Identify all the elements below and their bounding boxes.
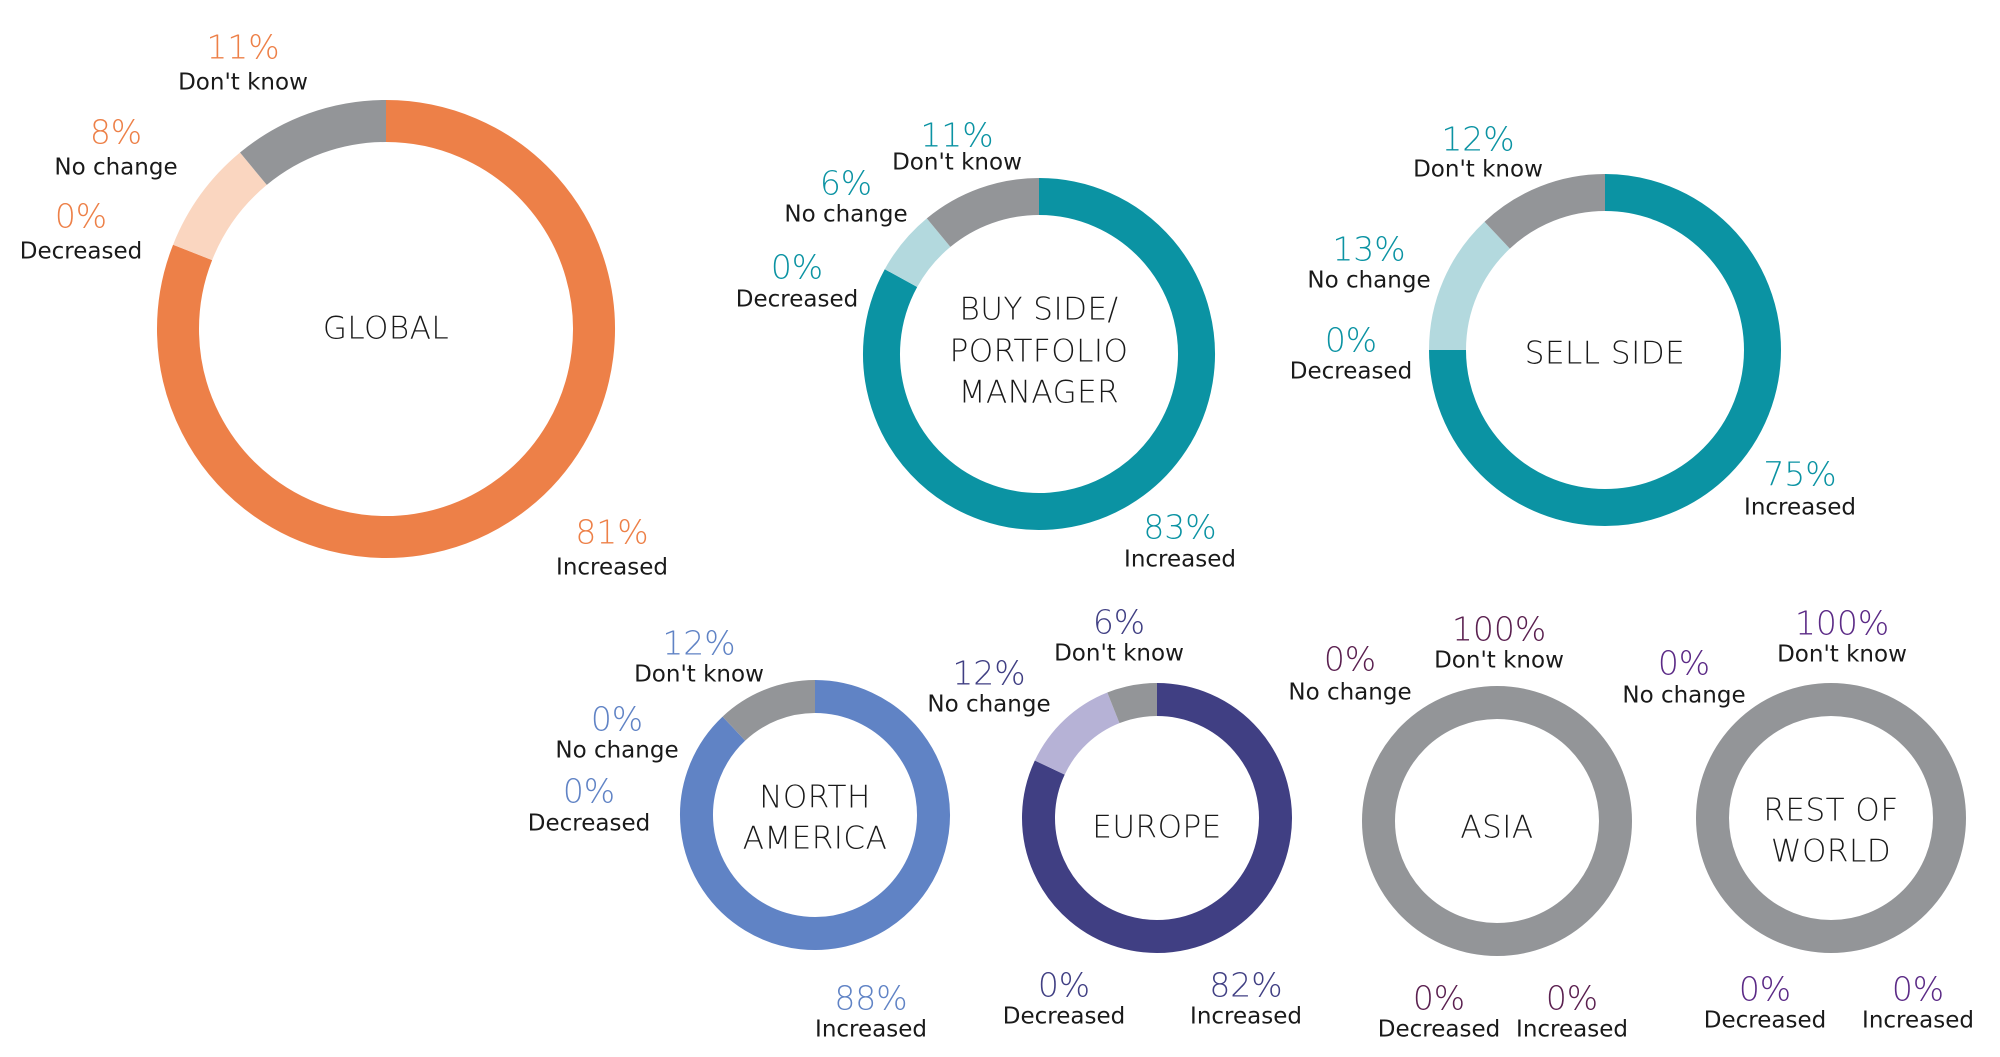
buy-side-portfolio-manager-no-change-value: 6%: [820, 164, 872, 203]
donut-chart-buy-side-portfolio-manager: BUY SIDE/PORTFOLIOMANAGER83%Increased0%D…: [736, 116, 1236, 573]
sell-side-slice-increased: [1429, 174, 1781, 526]
asia-don-t-know-value: 100%: [1452, 610, 1546, 649]
rest-of-world-center-title: REST OF: [1763, 793, 1898, 829]
sell-side-increased-label: Increased: [1744, 495, 1856, 521]
sell-side-slice-don-t-know: [1484, 174, 1606, 249]
buy-side-portfolio-manager-center-title: BUY SIDE/: [959, 292, 1118, 328]
global-decreased-label: Decreased: [20, 239, 142, 265]
europe-don-t-know-label: Don't know: [1054, 641, 1184, 667]
rest-of-world-increased-label: Increased: [1862, 1008, 1974, 1034]
asia-no-change-label: No change: [1288, 680, 1411, 706]
global-slice-increased: [157, 100, 615, 558]
buy-side-portfolio-manager-decreased-value: 0%: [771, 248, 823, 287]
global-no-change-value: 8%: [90, 113, 142, 152]
sell-side-slice-no-change: [1429, 221, 1511, 351]
global-center-title: GLOBAL: [323, 311, 449, 347]
buy-side-portfolio-manager-don-t-know-label: Don't know: [892, 150, 1022, 176]
asia-don-t-know-label: Don't know: [1434, 648, 1564, 674]
europe-don-t-know-value: 6%: [1093, 603, 1145, 642]
asia-center-title: ASIA: [1460, 810, 1533, 846]
donut-chart-global: GLOBAL 81% Increased 0% Decreased 8% No change…: [20, 28, 668, 581]
global-don-t-know-value: 11%: [206, 28, 279, 67]
sell-side-no-change-value: 13%: [1332, 230, 1405, 269]
rest-of-world-slice-don-t-know: [1696, 683, 1966, 953]
europe-slice-no-change: [1034, 692, 1120, 776]
buy-side-portfolio-manager-center-title: PORTFOLIO: [950, 334, 1129, 370]
global-slice-no-change: [173, 152, 268, 261]
europe-no-change-value: 12%: [952, 654, 1025, 693]
sell-side-don-t-know-value: 12%: [1441, 120, 1514, 159]
asia-increased-label: Increased: [1516, 1017, 1628, 1043]
europe-increased-label: Increased: [1190, 1004, 1302, 1030]
europe-center-title: EUROPE: [1092, 810, 1222, 846]
europe-slice-increased: [1022, 683, 1292, 953]
rest-of-world-no-change-label: No change: [1622, 683, 1745, 709]
buy-side-portfolio-manager-no-change-label: No change: [784, 202, 907, 228]
sell-side-center-title: SELL SIDE: [1525, 336, 1685, 372]
north-america-center-title: AMERICA: [743, 821, 888, 857]
global-increased-label: Increased: [556, 555, 668, 581]
europe-decreased-value: 0%: [1038, 966, 1090, 1005]
buy-side-portfolio-manager-slice-no-change: [884, 218, 951, 288]
global-slice-don-t-know: [240, 100, 387, 186]
buy-side-portfolio-manager-slice-increased: [863, 178, 1215, 530]
north-america-center-title: NORTH: [759, 780, 871, 816]
north-america-don-t-know-label: Don't know: [634, 662, 764, 688]
north-america-slice-don-t-know: [722, 680, 816, 742]
asia-increased-value: 0%: [1546, 979, 1598, 1018]
donut-chart-europe: EUROPE 82%Increased 0%Decreased 12%No chang…: [927, 603, 1302, 1030]
rest-of-world-increased-value: 0%: [1892, 970, 1944, 1009]
global-don-t-know-label: Don't know: [178, 70, 308, 96]
rest-of-world-decreased-value: 0%: [1739, 970, 1791, 1009]
asia-slice-don-t-know: [1362, 686, 1632, 956]
global-no-change-label: No change: [54, 155, 177, 181]
rest-of-world-decreased-label: Decreased: [1704, 1008, 1826, 1034]
donut-chart-sell-side: SELL SIDE 75%Increased 0%Decreased 13%No ch…: [1290, 120, 1856, 526]
europe-decreased-label: Decreased: [1003, 1004, 1125, 1030]
europe-slice-don-t-know: [1107, 683, 1158, 724]
north-america-no-change-label: No change: [555, 738, 678, 764]
buy-side-portfolio-manager-decreased-label: Decreased: [736, 287, 858, 313]
buy-side-portfolio-manager-don-t-know-value: 11%: [920, 116, 993, 155]
sell-side-no-change-label: No change: [1307, 268, 1430, 294]
buy-side-portfolio-manager-slice-don-t-know: [926, 178, 1040, 248]
north-america-increased-label: Increased: [815, 1017, 927, 1043]
rest-of-world-don-t-know-value: 100%: [1795, 604, 1889, 643]
europe-no-change-label: No change: [927, 692, 1050, 718]
north-america-slice-increased: [680, 680, 950, 950]
sell-side-decreased-value: 0%: [1325, 321, 1377, 360]
north-america-no-change-value: 0%: [591, 700, 643, 739]
buy-side-portfolio-manager-increased-value: 83%: [1143, 508, 1216, 547]
europe-increased-value: 82%: [1209, 966, 1282, 1005]
north-america-increased-value: 88%: [834, 979, 907, 1018]
rest-of-world-center-title: WORLD: [1771, 834, 1891, 870]
asia-no-change-value: 0%: [1324, 640, 1376, 679]
global-decreased-value: 0%: [55, 197, 107, 236]
sell-side-decreased-label: Decreased: [1290, 359, 1412, 385]
north-america-decreased-value: 0%: [563, 772, 615, 811]
sell-side-increased-value: 75%: [1763, 455, 1836, 494]
sell-side-don-t-know-label: Don't know: [1413, 157, 1543, 183]
north-america-don-t-know-value: 12%: [662, 624, 735, 663]
asia-decreased-label: Decreased: [1378, 1017, 1500, 1043]
buy-side-portfolio-manager-increased-label: Increased: [1124, 547, 1236, 573]
rest-of-world-don-t-know-label: Don't know: [1777, 642, 1907, 668]
north-america-decreased-label: Decreased: [528, 811, 650, 837]
global-increased-value: 81%: [575, 513, 648, 552]
asia-decreased-value: 0%: [1413, 979, 1465, 1018]
rest-of-world-no-change-value: 0%: [1658, 644, 1710, 683]
buy-side-portfolio-manager-center-title: MANAGER: [959, 375, 1119, 411]
donut-chart-north-america: NORTHAMERICA88%Increased0%Decreased0%No …: [528, 624, 950, 1043]
